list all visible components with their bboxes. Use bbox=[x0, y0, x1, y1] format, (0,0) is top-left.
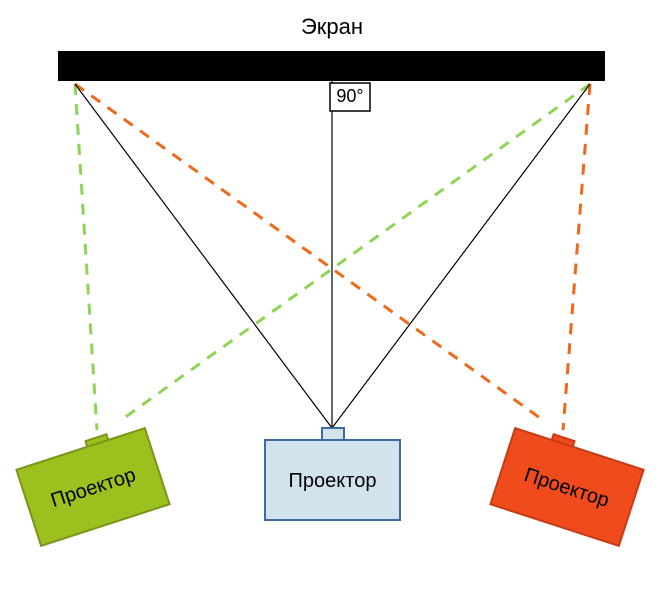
diagram-stage: Проектор Проектор Проектор Экран 90° bbox=[0, 0, 665, 589]
projector-center-label: Проектор bbox=[289, 470, 377, 492]
projector-right: Проектор bbox=[490, 422, 645, 546]
projector-left: Проектор bbox=[15, 422, 170, 546]
title-label: Экран bbox=[301, 14, 363, 40]
projector-center: Проектор bbox=[265, 428, 400, 520]
angle-label: 90° bbox=[336, 86, 363, 107]
diagram-svg: Проектор Проектор Проектор bbox=[0, 0, 665, 589]
screen-bar bbox=[58, 51, 605, 81]
